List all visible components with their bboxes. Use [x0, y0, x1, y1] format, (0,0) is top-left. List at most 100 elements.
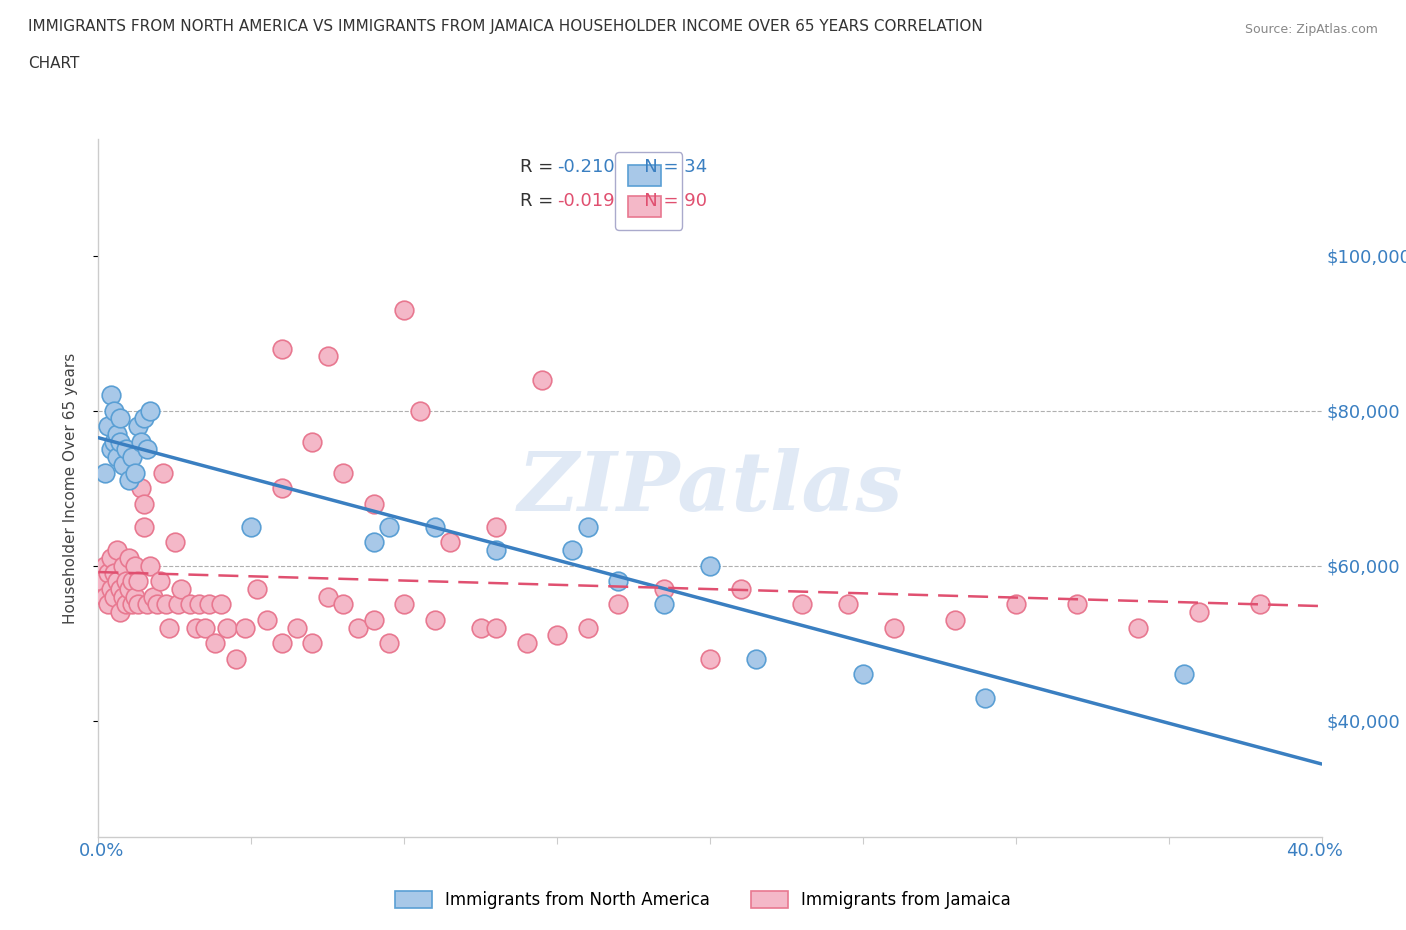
Text: ZIPatlas: ZIPatlas: [517, 448, 903, 528]
Point: [516, 636, 538, 651]
Point: [93, 558, 115, 573]
Point: [97, 566, 120, 581]
Point: [378, 636, 401, 651]
Point: [256, 613, 278, 628]
Point: [270, 481, 292, 496]
Point: [485, 543, 508, 558]
Text: 0.0%: 0.0%: [79, 842, 124, 859]
Point: [1188, 604, 1211, 619]
Point: [225, 651, 247, 666]
Point: [103, 566, 125, 581]
Point: [136, 442, 159, 457]
Point: [1066, 597, 1088, 612]
Point: [100, 442, 122, 457]
Point: [142, 590, 165, 604]
Point: [127, 418, 149, 433]
Point: [139, 558, 162, 573]
Text: N = 90: N = 90: [627, 192, 707, 210]
Point: [134, 411, 156, 426]
Point: [118, 581, 141, 596]
Point: [111, 458, 134, 472]
Legend: Immigrants from North America, Immigrants from Jamaica: Immigrants from North America, Immigrant…: [387, 883, 1019, 917]
Text: -0.210: -0.210: [557, 158, 614, 177]
Point: [115, 442, 138, 457]
Point: [129, 434, 152, 449]
Point: [105, 450, 128, 465]
Point: [136, 597, 159, 612]
Point: [607, 597, 630, 612]
Point: [270, 636, 292, 651]
Point: [93, 590, 115, 604]
Point: [115, 597, 138, 612]
Point: [118, 551, 141, 565]
Text: R =: R =: [520, 158, 560, 177]
Point: [124, 465, 146, 480]
Point: [576, 620, 599, 635]
Point: [108, 604, 131, 619]
Point: [194, 620, 217, 635]
Point: [103, 434, 125, 449]
Text: IMMIGRANTS FROM NORTH AMERICA VS IMMIGRANTS FROM JAMAICA HOUSEHOLDER INCOME OVER: IMMIGRANTS FROM NORTH AMERICA VS IMMIGRA…: [28, 19, 983, 33]
Point: [111, 590, 134, 604]
Point: [105, 543, 128, 558]
Point: [121, 450, 143, 465]
Point: [127, 574, 149, 589]
Point: [607, 574, 630, 589]
Point: [699, 651, 721, 666]
Point: [100, 551, 122, 565]
Point: [108, 411, 131, 426]
Point: [197, 597, 219, 612]
Point: [316, 590, 339, 604]
Point: [186, 620, 208, 635]
Point: [530, 372, 553, 387]
Point: [730, 581, 752, 596]
Legend: , : ,: [616, 152, 682, 230]
Point: [316, 349, 339, 364]
Point: [170, 581, 193, 596]
Point: [363, 613, 385, 628]
Point: [246, 581, 269, 596]
Text: R =: R =: [520, 192, 560, 210]
Point: [188, 597, 211, 612]
Point: [576, 520, 599, 535]
Point: [240, 520, 263, 535]
Point: [90, 574, 112, 589]
Point: [408, 404, 430, 418]
Point: [139, 404, 162, 418]
Point: [378, 520, 401, 535]
Text: 40.0%: 40.0%: [1286, 842, 1343, 859]
Point: [301, 434, 323, 449]
Point: [105, 427, 128, 442]
Point: [439, 535, 461, 550]
Point: [209, 597, 232, 612]
Point: [179, 597, 201, 612]
Point: [100, 388, 122, 403]
Point: [134, 520, 156, 535]
Point: [149, 574, 172, 589]
Text: -0.019: -0.019: [557, 192, 614, 210]
Point: [127, 597, 149, 612]
Point: [152, 465, 174, 480]
Y-axis label: Householder Income Over 65 years: Householder Income Over 65 years: [63, 352, 77, 624]
Point: [134, 497, 156, 512]
Point: [100, 581, 122, 596]
Point: [145, 597, 167, 612]
Point: [1004, 597, 1026, 612]
Point: [93, 465, 115, 480]
Point: [745, 651, 768, 666]
Point: [347, 620, 370, 635]
Point: [392, 597, 416, 612]
Point: [1128, 620, 1150, 635]
Point: [883, 620, 905, 635]
Point: [108, 581, 131, 596]
Text: CHART: CHART: [28, 56, 80, 71]
Point: [124, 558, 146, 573]
Point: [97, 597, 120, 612]
Point: [332, 597, 354, 612]
Point: [470, 620, 492, 635]
Text: N = 34: N = 34: [627, 158, 707, 177]
Point: [121, 574, 143, 589]
Point: [204, 636, 226, 651]
Point: [790, 597, 813, 612]
Point: [301, 636, 323, 651]
